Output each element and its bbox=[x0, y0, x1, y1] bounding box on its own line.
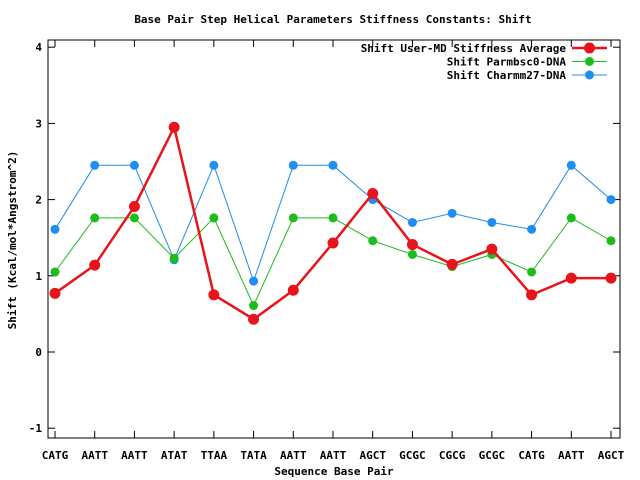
series-2 bbox=[50, 160, 616, 286]
legend-entry: Shift Charmm27-DNA bbox=[447, 69, 607, 82]
y-tick-label: 4 bbox=[35, 41, 42, 54]
data-point bbox=[129, 213, 139, 223]
data-point bbox=[527, 224, 537, 234]
data-point bbox=[566, 160, 576, 170]
data-point bbox=[90, 160, 100, 170]
data-point bbox=[526, 289, 538, 301]
legend-entry: Shift Parmbsc0-DNA bbox=[447, 56, 607, 69]
data-point bbox=[89, 259, 101, 271]
data-point bbox=[328, 213, 338, 223]
data-point bbox=[50, 267, 60, 277]
legend-label: Shift Charmm27-DNA bbox=[447, 69, 567, 82]
data-point bbox=[249, 276, 259, 286]
data-point bbox=[90, 213, 100, 223]
plot-frame bbox=[47, 39, 621, 439]
chart-title: Base Pair Step Helical Parameters Stiffn… bbox=[134, 13, 531, 26]
legend-label: Shift User-MD Stiffness Average bbox=[361, 42, 567, 55]
data-point bbox=[49, 287, 61, 299]
x-tick-label: AATT bbox=[121, 449, 148, 462]
y-tick-label: 3 bbox=[35, 117, 42, 130]
data-point bbox=[606, 195, 616, 205]
data-point bbox=[368, 236, 378, 246]
data-point bbox=[128, 200, 140, 212]
data-point bbox=[209, 160, 219, 170]
data-point bbox=[406, 239, 418, 251]
data-point bbox=[447, 208, 457, 218]
x-tick-label: GCGC bbox=[399, 449, 426, 462]
x-tick-label: GCGC bbox=[479, 449, 506, 462]
data-point bbox=[446, 258, 458, 270]
legend-marker bbox=[585, 57, 594, 66]
x-tick-label: AATT bbox=[320, 449, 347, 462]
data-point bbox=[527, 267, 537, 277]
legend-marker bbox=[585, 70, 594, 80]
data-point bbox=[566, 213, 576, 223]
x-tick-label: ATAT bbox=[161, 449, 188, 462]
x-axis-label: Sequence Base Pair bbox=[274, 465, 394, 478]
data-point bbox=[208, 289, 220, 301]
data-point bbox=[288, 160, 298, 170]
data-point bbox=[288, 213, 298, 223]
x-tick-label: AGCT bbox=[359, 449, 386, 462]
series-line bbox=[54, 163, 612, 283]
series-layer bbox=[49, 121, 617, 325]
data-point bbox=[605, 272, 617, 284]
series-line bbox=[54, 123, 611, 321]
data-point bbox=[50, 224, 60, 234]
y-axis-label: Shift (Kcal/mol*Angstrom^2) bbox=[6, 151, 19, 330]
data-point bbox=[486, 243, 498, 255]
data-point bbox=[169, 253, 179, 263]
data-point bbox=[367, 188, 379, 200]
data-point bbox=[565, 272, 577, 284]
y-tick-label: 0 bbox=[35, 346, 42, 359]
data-point bbox=[327, 237, 339, 249]
data-point bbox=[487, 217, 497, 227]
data-point bbox=[407, 217, 417, 227]
x-tick-label: AGCT bbox=[598, 449, 625, 462]
legend-entry: Shift User-MD Stiffness Average bbox=[361, 42, 607, 55]
x-tick-label: CGCG bbox=[439, 449, 466, 462]
data-point bbox=[209, 213, 219, 223]
x-tick-label: AATT bbox=[81, 449, 108, 462]
data-point bbox=[249, 301, 259, 311]
x-tick-label: CATG bbox=[42, 449, 69, 462]
data-point bbox=[606, 236, 616, 246]
x-tick-label: TATA bbox=[240, 449, 267, 462]
x-tick-label: TTAA bbox=[201, 449, 228, 462]
axes: -1 0 1 2 3 4 CATG AATT AATT ATAT TTAA TATA AATT AATT A… bbox=[29, 40, 625, 462]
data-point bbox=[168, 121, 180, 133]
x-tick-label: AATT bbox=[558, 449, 585, 462]
series-0 bbox=[49, 121, 617, 325]
y-tick-label: -1 bbox=[29, 422, 43, 435]
data-point bbox=[287, 284, 299, 296]
data-point bbox=[328, 160, 338, 170]
legend-marker bbox=[584, 42, 595, 54]
y-tick-label: 1 bbox=[35, 270, 42, 283]
data-point bbox=[407, 249, 417, 259]
data-point bbox=[248, 313, 260, 325]
x-tick-label: AATT bbox=[280, 449, 307, 462]
x-tick-label: CATG bbox=[518, 449, 545, 462]
y-tick-label: 2 bbox=[35, 194, 42, 207]
data-point bbox=[129, 160, 139, 170]
legend-label: Shift Parmbsc0-DNA bbox=[447, 56, 567, 69]
